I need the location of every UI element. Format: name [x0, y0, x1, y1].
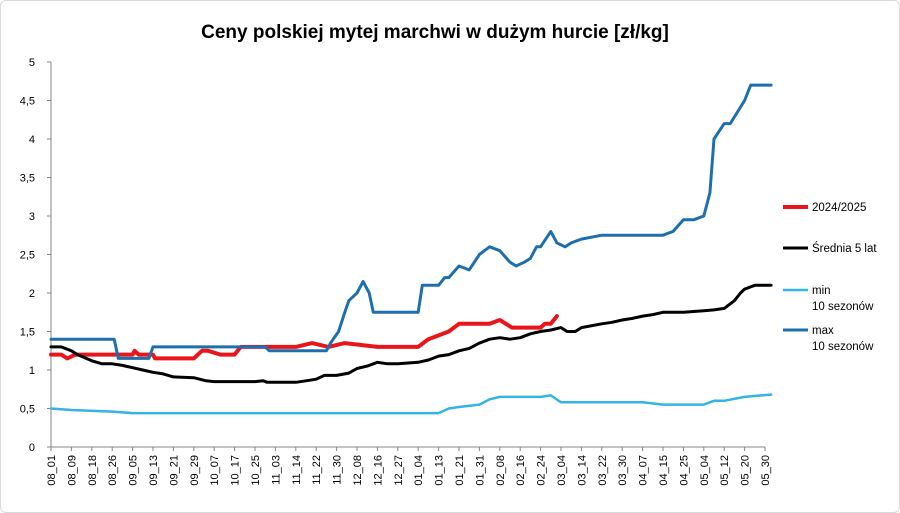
series-line-0: [49, 314, 559, 361]
x-tick-label: 09_21: [168, 455, 180, 486]
x-tick-label: 08_01: [46, 455, 58, 486]
y-tick-label: 5: [29, 57, 35, 69]
y-tick-label: 0: [29, 442, 35, 454]
x-tick-label: 05_04: [699, 455, 711, 486]
x-tick-label: 11_30: [332, 455, 344, 485]
x-tick-label: 11_14: [291, 455, 303, 485]
x-tick-label: 01_31: [474, 455, 486, 486]
legend-label-3: max: [812, 325, 834, 337]
y-tick-label: 4,5: [20, 96, 35, 108]
x-tick-label: 03_14: [576, 455, 588, 486]
series-layer: [49, 83, 773, 415]
y-tick-label: 2,5: [20, 250, 35, 262]
x-tick-label: 08_26: [107, 455, 119, 486]
legend: 2024/2025 Średnia 5 lat min 10 sezonów max 10…: [783, 202, 877, 353]
x-tick-label: 12_08: [352, 455, 364, 486]
x-tick-label: 09_13: [148, 455, 160, 486]
x-tick-label: 03_22: [597, 455, 609, 486]
x-tick-label: 05_12: [719, 455, 731, 486]
series-line-2: [49, 393, 773, 415]
x-tick-label: 03_30: [617, 455, 629, 486]
x-tick-label: 05_30: [760, 455, 772, 486]
x-tick-label: 10_25: [250, 455, 262, 486]
x-tick-label: 01_13: [434, 455, 446, 486]
x-tick-label: 04_15: [658, 455, 670, 486]
legend-label-3: 10 sezonów: [812, 341, 874, 353]
x-tick-label: 09_29: [189, 455, 201, 486]
x-tick-label: 11_03: [270, 455, 282, 485]
x-tick-label: 08_18: [87, 455, 99, 486]
legend-label-2: 10 sezonów: [812, 301, 874, 313]
x-tick-label: 11_22: [311, 455, 323, 485]
y-tick-label: 2: [29, 288, 35, 300]
x-tick-label: 10_07: [209, 455, 221, 486]
legend-label-1: Średnia 5 lat: [812, 242, 877, 255]
x-tick-label: 09_05: [128, 455, 140, 486]
axes: 0 0,5 1 1,5 2 2,5 3 3,5 4 4,5 5 08_01 08_09 08_18 08_2…: [20, 57, 772, 486]
y-tick-label: 3: [29, 211, 35, 223]
x-tick-label: 02_16: [515, 455, 527, 486]
y-tick-label: 4: [29, 134, 35, 146]
y-tick-label: 3,5: [20, 173, 35, 185]
x-tick-label: 04_25: [678, 455, 690, 486]
legend-label-0: 2024/2025: [812, 202, 866, 214]
x-tick-label: 04_07: [638, 455, 650, 486]
x-tick-label: 03_04: [556, 455, 568, 486]
x-tick-label: 12_16: [372, 455, 384, 486]
x-tick-label: 01_04: [413, 455, 425, 486]
x-tick-label: 05_20: [740, 455, 752, 486]
y-tick-label: 1,5: [20, 327, 35, 339]
series-line-3: [49, 83, 773, 360]
x-tick-label: 12_27: [393, 455, 405, 486]
y-tick-label: 0,5: [20, 404, 35, 416]
series-line-1: [49, 283, 773, 384]
y-tick-label: 1: [29, 365, 35, 377]
legend-label-2: min: [812, 285, 831, 297]
x-tick-label: 01_21: [454, 455, 466, 486]
x-tick-label: 02_08: [495, 455, 507, 486]
x-tick-label: 10_17: [230, 455, 242, 486]
x-tick-label: 02_24: [536, 455, 548, 486]
x-tick-label: 08_09: [66, 455, 78, 486]
chart-title: Ceny polskiej mytej marchwi w dużym hurc…: [201, 22, 669, 43]
